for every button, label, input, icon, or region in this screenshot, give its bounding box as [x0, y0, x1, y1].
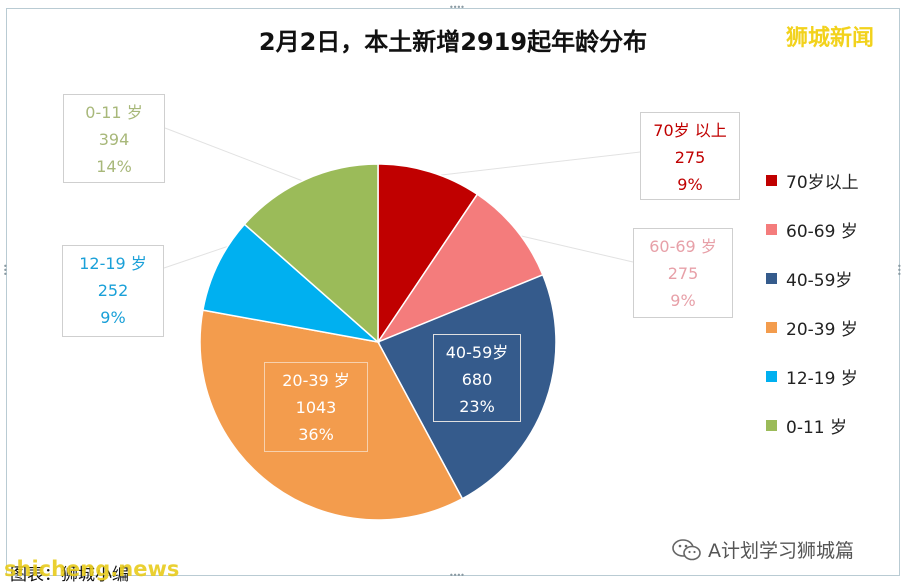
legend-label: 0-11 岁	[786, 417, 847, 438]
callout-percent: 9%	[100, 308, 126, 327]
callout-percent: 36%	[298, 425, 334, 444]
legend-item-40-59[interactable]: 40-59岁	[766, 266, 853, 291]
callout-percent: 23%	[459, 397, 495, 416]
resize-handle-left[interactable]: • • •	[3, 262, 8, 279]
site-watermark: shicheng.news	[4, 557, 180, 581]
callout-percent: 9%	[677, 175, 703, 194]
callout-percent: 14%	[96, 157, 132, 176]
legend-swatch	[766, 174, 777, 186]
callout-value: 275	[674, 148, 706, 167]
legend-swatch	[766, 321, 777, 333]
callout-value: 275	[667, 264, 699, 283]
legend-swatch	[766, 419, 777, 431]
callout-label: 0-11 岁	[85, 103, 143, 122]
callout-percent: 9%	[670, 291, 696, 310]
wechat-account-name: A计划学习狮城篇	[708, 540, 854, 562]
callout-label: 60-69 岁	[649, 237, 717, 256]
legend-item-12-19[interactable]: 12-19 岁	[766, 364, 858, 389]
callout-label: 20-39 岁	[282, 371, 350, 390]
callout-label: 40-59岁	[445, 343, 509, 362]
wechat-account-badge: A计划学习狮城篇	[672, 536, 854, 563]
callout-0-11: 0-11 岁 394 14%	[63, 94, 165, 183]
callout-20-39: 20-39 岁 1043 36%	[264, 362, 368, 452]
callout-label: 70岁 以上	[653, 121, 727, 140]
leader-line	[431, 151, 641, 177]
wechat-icon	[672, 538, 702, 562]
legend-item-0-11[interactable]: 0-11 岁	[766, 413, 847, 438]
leader-line	[164, 127, 308, 184]
resize-handle-right[interactable]: • • •	[897, 262, 902, 279]
legend-label: 40-59岁	[786, 270, 853, 291]
legend-label: 60-69 岁	[786, 221, 858, 242]
chart-title: 2月2日，本土新增2919起年龄分布	[258, 28, 648, 56]
brand-logo: 狮城新闻	[786, 26, 875, 51]
legend-swatch	[766, 223, 777, 235]
callout-60-69: 60-69 岁 275 9%	[633, 228, 733, 318]
callout-label: 12-19 岁	[79, 254, 147, 273]
callout-value: 394	[98, 130, 130, 149]
legend-swatch	[766, 370, 777, 382]
callout-12-19: 12-19 岁 252 9%	[62, 245, 164, 337]
callout-value: 1043	[295, 398, 337, 417]
source-note: 图表：狮城小编	[10, 565, 129, 585]
legend-label: 20-39 岁	[786, 319, 858, 340]
resize-handle-top[interactable]: ••••	[449, 3, 465, 12]
legend-item-20-39[interactable]: 20-39 岁	[766, 315, 858, 340]
legend-label: 12-19 岁	[786, 368, 858, 389]
pie-slice-4[interactable]	[202, 223, 381, 344]
pie-slice-2[interactable]	[376, 273, 557, 500]
pie-slice-1[interactable]	[376, 193, 544, 344]
callout-value: 252	[97, 281, 129, 300]
pie-slice-5[interactable]	[243, 163, 379, 344]
callout-value: 680	[461, 370, 493, 389]
leader-line	[163, 243, 234, 269]
legend-item-70-plus[interactable]: 70岁以上	[766, 168, 859, 193]
callout-40-59: 40-59岁 680 23%	[433, 334, 521, 422]
resize-handle-bottom[interactable]: ••••	[449, 571, 465, 580]
callout-70-plus: 70岁 以上 275 9%	[640, 112, 740, 200]
pie-slice-0[interactable]	[377, 163, 479, 345]
legend-item-60-69[interactable]: 60-69 岁	[766, 217, 858, 242]
legend-label: 70岁以上	[786, 172, 859, 193]
legend-swatch	[766, 272, 777, 284]
leader-line	[515, 234, 634, 263]
